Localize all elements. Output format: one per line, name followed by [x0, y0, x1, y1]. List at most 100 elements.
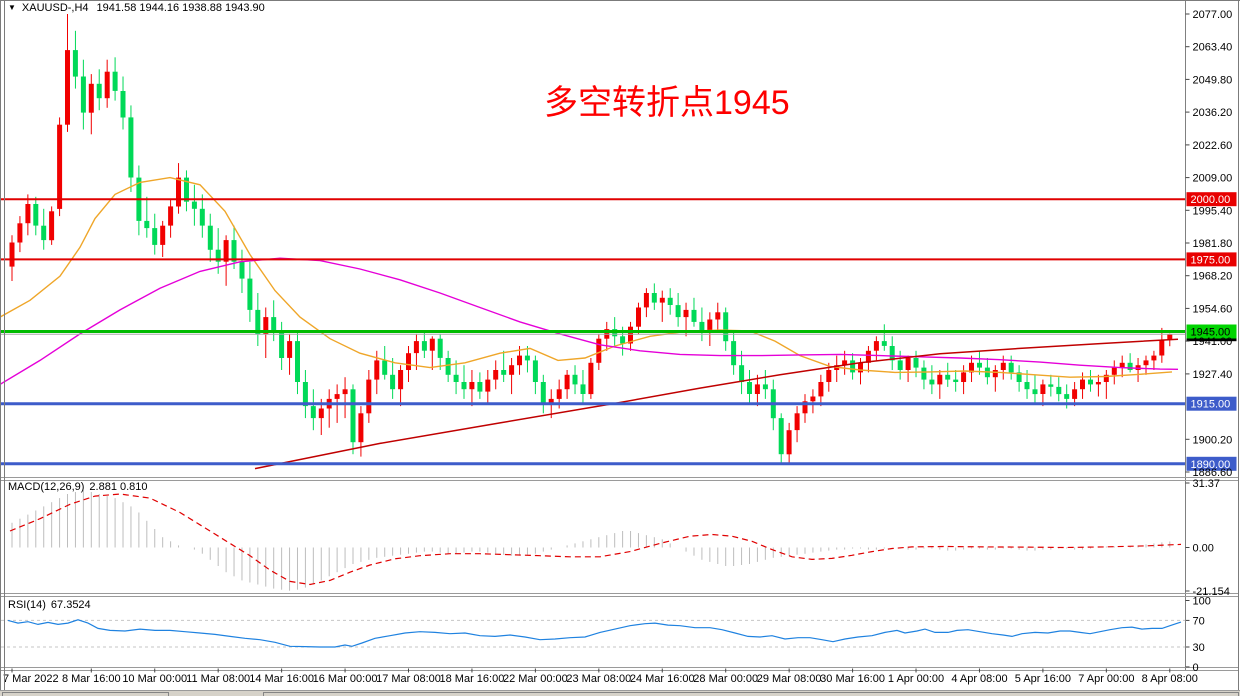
- candle-body: [937, 374, 943, 385]
- candle-body: [881, 341, 887, 346]
- candle-body: [897, 360, 903, 370]
- candle-body: [524, 355, 530, 361]
- time-tick-label: 28 Mar 00:00: [693, 673, 758, 685]
- candle-body: [889, 346, 895, 361]
- candle-body: [295, 341, 300, 382]
- price-tick-label: 1995.40: [1193, 205, 1233, 217]
- price-tick-label: 2022.60: [1193, 140, 1233, 152]
- candle-body: [1095, 382, 1101, 385]
- time-tick-label: 8 Mar 16:00: [62, 673, 121, 685]
- candle-body: [350, 389, 356, 443]
- time-tick-label: 16 Mar 00:00: [313, 673, 378, 685]
- symbol-timeframe-label: XAUUSD-,H4: [21, 2, 89, 14]
- chart-tab[interactable]: [263, 692, 1239, 696]
- time-tick-label: 30 Mar 16:00: [820, 673, 885, 685]
- price-badge-label: 1975.00: [1191, 254, 1231, 266]
- candle-body: [160, 225, 166, 245]
- time-tick-label: 29 Mar 08:00: [757, 673, 822, 685]
- price-badge: [1186, 324, 1237, 339]
- candle-body: [49, 211, 55, 241]
- price-tick-label: 2049.80: [1193, 74, 1233, 86]
- candle-body: [1159, 339, 1165, 356]
- price-tick-label: 1954.60: [1193, 303, 1233, 315]
- candle-body: [667, 297, 673, 305]
- candle-body: [168, 206, 174, 226]
- candle-body: [953, 379, 959, 382]
- time-tick-label: 11 Mar 08:00: [186, 673, 250, 685]
- candle-body: [104, 71, 110, 99]
- candle-body: [992, 370, 998, 378]
- candle-body: [287, 341, 293, 358]
- chart-tab[interactable]: [2, 692, 169, 696]
- candle-body: [596, 338, 602, 363]
- candle-body: [842, 360, 848, 366]
- time-tick-label: 24 Mar 16:00: [630, 673, 695, 685]
- candle-body: [778, 418, 784, 455]
- candle-body: [247, 278, 253, 310]
- candle-body: [945, 374, 951, 380]
- macd-signal-line: [9, 493, 1182, 586]
- candle-body: [540, 382, 546, 404]
- candle-body: [699, 321, 705, 332]
- price-tick-label: 1927.40: [1193, 369, 1233, 381]
- candle-body: [406, 353, 411, 370]
- candle-body: [390, 374, 396, 390]
- candle-body: [374, 360, 380, 380]
- candle-body: [65, 50, 70, 125]
- candle-body: [1080, 379, 1085, 390]
- time-tick-label: 5 Apr 16:00: [1015, 673, 1071, 685]
- candle-body: [199, 208, 205, 226]
- candle-body: [1016, 372, 1022, 382]
- price-tick-label: 1968.20: [1193, 271, 1233, 283]
- candle-body: [873, 341, 879, 351]
- candle-body: [96, 83, 102, 99]
- candle-body: [461, 382, 467, 390]
- candle-body: [429, 338, 435, 351]
- rsi-tick-label: 100: [1193, 596, 1211, 608]
- candle-body: [509, 365, 515, 375]
- dropdown-arrow-icon[interactable]: ▼: [8, 3, 16, 12]
- time-tick-label: 4 Apr 08:00: [951, 673, 1007, 685]
- time-tick-label: 10 Mar 00:00: [122, 673, 187, 685]
- candle-body: [1103, 374, 1109, 382]
- ma-fast-orange: [0, 176, 1173, 378]
- candle-body: [715, 312, 721, 320]
- time-tick-label: 1 Apr 00:00: [888, 673, 944, 685]
- candle-body: [691, 309, 697, 322]
- price-badge-label: 2000.00: [1191, 194, 1231, 206]
- candle-body: [905, 358, 911, 370]
- candle-body: [1008, 362, 1014, 373]
- price-tick-label: 2063.40: [1193, 42, 1233, 54]
- candle-body: [445, 358, 451, 375]
- candle-body: [421, 341, 427, 351]
- candle-body: [279, 331, 285, 358]
- candle-body: [1000, 362, 1006, 370]
- candle-body: [707, 319, 713, 332]
- candle-body: [33, 204, 39, 226]
- candle-body: [310, 406, 316, 419]
- candle-body: [858, 362, 863, 373]
- candle-body: [25, 204, 31, 224]
- candle-body: [318, 408, 324, 419]
- candle-body: [636, 307, 641, 327]
- candle-body: [176, 177, 181, 207]
- time-tick-label: 14 Mar 16:00: [249, 673, 314, 685]
- candle-body: [1056, 386, 1062, 395]
- candle-body: [921, 367, 927, 380]
- candle-body: [517, 355, 522, 366]
- candle-body: [437, 338, 443, 358]
- candle-body: [564, 374, 570, 390]
- candle-body: [1040, 384, 1046, 394]
- price-tick-label: 1941.00: [1193, 336, 1233, 348]
- rsi-indicator-label: RSI(14) 67.3524: [8, 599, 91, 611]
- candle-body: [1151, 355, 1157, 361]
- price-badge-label: 1945.00: [1191, 327, 1231, 339]
- price-tick-label: 1900.20: [1193, 434, 1233, 446]
- price-badge-label: 1890.00: [1191, 459, 1231, 471]
- candle-body: [659, 297, 665, 303]
- time-tick-label: 22 Mar 00:00: [503, 673, 568, 685]
- rsi-tick-label: 70: [1193, 615, 1205, 627]
- candle-body: [913, 358, 919, 368]
- candle-body: [342, 389, 348, 395]
